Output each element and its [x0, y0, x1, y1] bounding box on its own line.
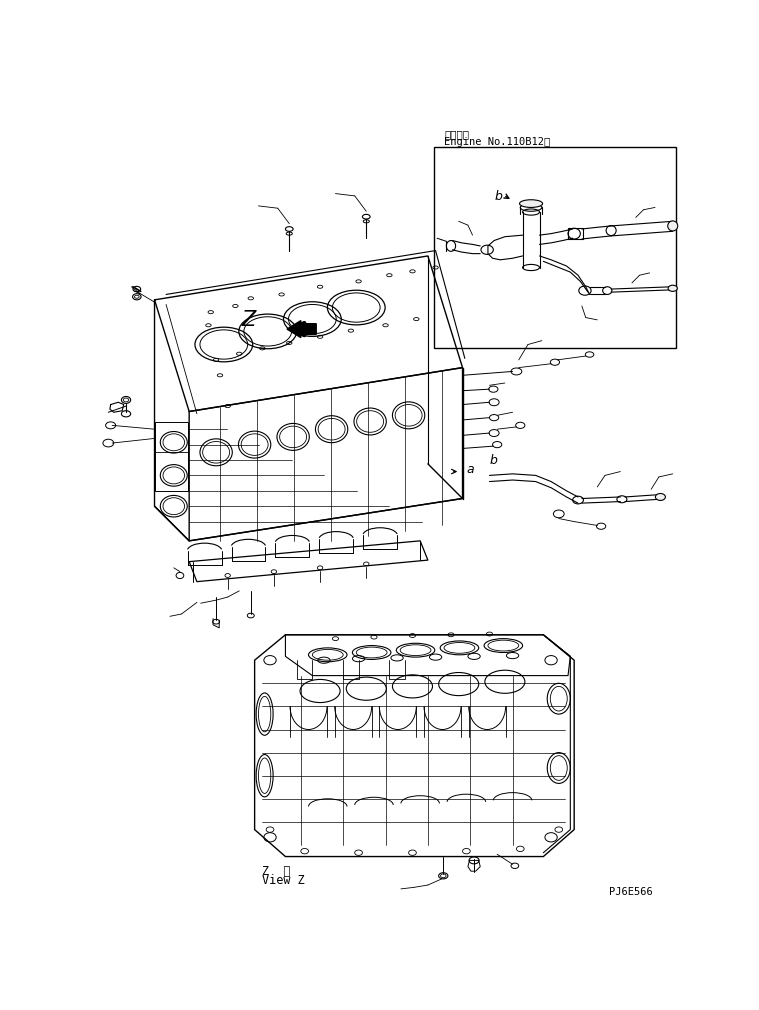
Bar [156, 421, 187, 491]
Text: Z  視: Z 視 [263, 865, 291, 878]
Bar [568, 228, 584, 239]
Text: a: a [466, 463, 474, 476]
Ellipse shape [668, 221, 678, 231]
Text: View Z: View Z [263, 875, 305, 887]
Ellipse shape [668, 285, 677, 291]
Text: Z: Z [241, 310, 256, 330]
Text: 適用号機: 適用号機 [444, 129, 469, 139]
Text: b: b [495, 191, 502, 203]
Text: Engine No.110B12〜: Engine No.110B12〜 [444, 136, 550, 146]
Bar [434, 146, 676, 348]
FancyArrow shape [287, 320, 317, 337]
Text: PJ6E566: PJ6E566 [609, 887, 653, 897]
Ellipse shape [656, 494, 666, 500]
Ellipse shape [519, 200, 543, 207]
Text: b: b [490, 453, 497, 467]
